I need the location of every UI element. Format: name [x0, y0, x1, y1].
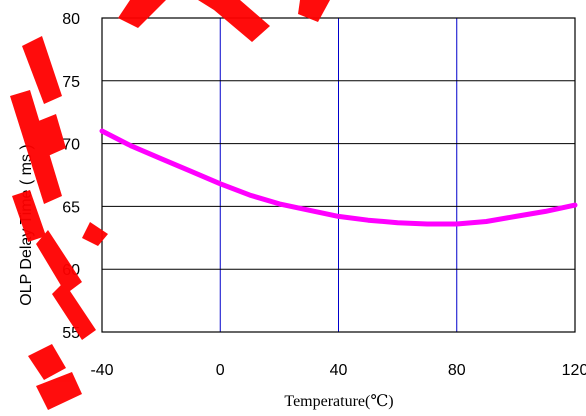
- x-tick-label: 120: [562, 362, 586, 379]
- watermark-stroke: [12, 190, 46, 242]
- x-tick-labels: -40 0 40 80 120: [90, 362, 586, 379]
- watermark-graphic: [10, 0, 330, 410]
- y-tick-label: 65: [62, 199, 80, 216]
- y-tick-labels: 556065707580: [62, 11, 80, 342]
- vertical-gridlines: [219, 18, 458, 332]
- y-tick-label: 80: [62, 11, 80, 28]
- watermark-stroke: [118, 0, 166, 28]
- x-tick-label: -40: [90, 362, 113, 379]
- y-tick-label: 75: [62, 74, 80, 91]
- x-tick-label: 40: [330, 362, 348, 379]
- watermark-stroke: [28, 344, 66, 380]
- y-tick-label: 70: [62, 137, 80, 154]
- watermark-stroke: [82, 222, 108, 246]
- watermark-stroke: [52, 282, 96, 340]
- watermark-stroke: [36, 114, 66, 156]
- watermark-stroke: [36, 230, 82, 294]
- x-tick-label: 80: [448, 362, 466, 379]
- watermark-stroke: [298, 0, 330, 22]
- x-tick-label: 0: [216, 362, 225, 379]
- watermark-stroke: [198, 0, 270, 42]
- x-axis-label: Temperature(℃): [284, 393, 393, 410]
- watermark-stroke: [22, 36, 62, 104]
- plot-frame: [101, 17, 576, 333]
- horizontal-gridlines: [102, 80, 575, 270]
- series-line: [99, 128, 578, 227]
- watermark-stroke: [10, 90, 62, 204]
- watermark-stroke: [36, 372, 82, 410]
